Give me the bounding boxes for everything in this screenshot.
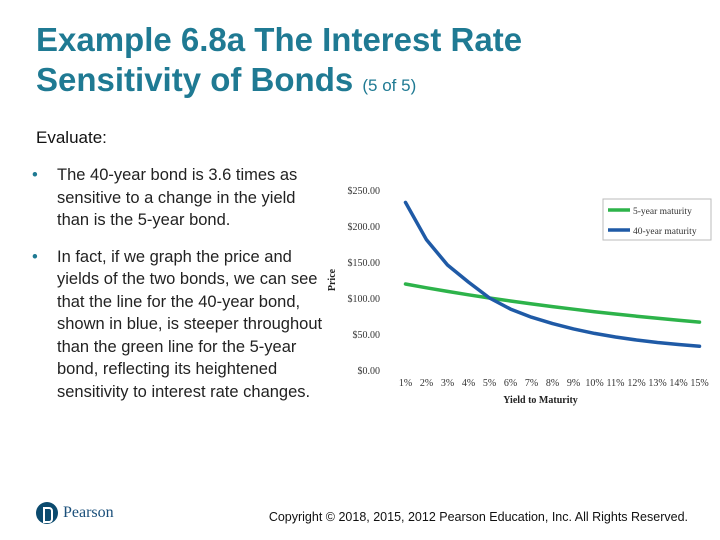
y-tick-label: $0.00 <box>358 366 381 377</box>
footer: Pearson Copyright © 2018, 2015, 2012 Pea… <box>0 496 720 540</box>
x-tick-label: 3% <box>441 378 454 389</box>
legend-label: 5-year maturity <box>633 207 692 217</box>
x-tick-label: 2% <box>420 378 433 389</box>
x-tick-label: 1% <box>399 378 412 389</box>
x-tick-label: 11% <box>607 378 625 389</box>
y-tick-label: $100.00 <box>348 294 381 305</box>
bullet-dot: • <box>32 166 38 184</box>
y-tick-label: $50.00 <box>353 330 381 341</box>
bullet-dot: • <box>32 247 38 266</box>
bullet-text: The 40-year bond is 3.6 times as sensiti… <box>57 166 298 229</box>
pearson-logo-text: Pearson <box>63 504 114 521</box>
legend-box <box>602 198 712 241</box>
series-line-five-year <box>403 282 702 324</box>
price-yield-chart: $0.00 $50.00 $100.00 $150.00 $200.00 $250.00 P… <box>327 186 712 406</box>
bullet-list: • The 40-year bond is 3.6 times as sensi… <box>30 164 330 417</box>
copyright-text: Copyright © 2018, 2015, 2012 Pearson Edu… <box>268 510 688 524</box>
pearson-p-icon <box>36 502 58 524</box>
x-tick-label: 13% <box>648 378 666 389</box>
y-axis-label: Price <box>327 268 338 291</box>
x-tick-label: 7% <box>525 378 538 389</box>
slide-title-text: Example 6.8a The Interest Rate Sensitivi… <box>36 21 523 98</box>
x-tick-label: 8% <box>546 378 559 389</box>
x-tick-label: 12% <box>627 378 645 389</box>
bullet-item: • The 40-year bond is 3.6 times as sensi… <box>30 164 330 232</box>
pearson-logo: Pearson <box>36 502 114 524</box>
y-tick-label: $250.00 <box>348 186 381 197</box>
y-tick-label: $200.00 <box>348 222 381 233</box>
x-tick-label: 9% <box>567 378 580 389</box>
evaluate-label: Evaluate: <box>36 128 107 147</box>
bullet-item: • In fact, if we graph the price and yie… <box>30 246 330 404</box>
x-tick-label: 10% <box>585 378 603 389</box>
x-tick-label: 15% <box>690 378 708 389</box>
legend-label: 40-year maturity <box>633 227 697 237</box>
slide-title: Example 6.8a The Interest Rate Sensitivi… <box>36 20 676 106</box>
x-axis-label: Yield to Maturity <box>503 395 578 406</box>
x-tick-label: 14% <box>669 378 687 389</box>
x-tick-label: 5% <box>483 378 496 389</box>
x-tick-label: 4% <box>462 378 475 389</box>
slide-title-suffix: (5 of 5) <box>362 76 417 95</box>
bullet-text: In fact, if we graph the price and yield… <box>57 247 323 401</box>
x-tick-label: 6% <box>504 378 517 389</box>
y-tick-label: $150.00 <box>348 258 381 269</box>
